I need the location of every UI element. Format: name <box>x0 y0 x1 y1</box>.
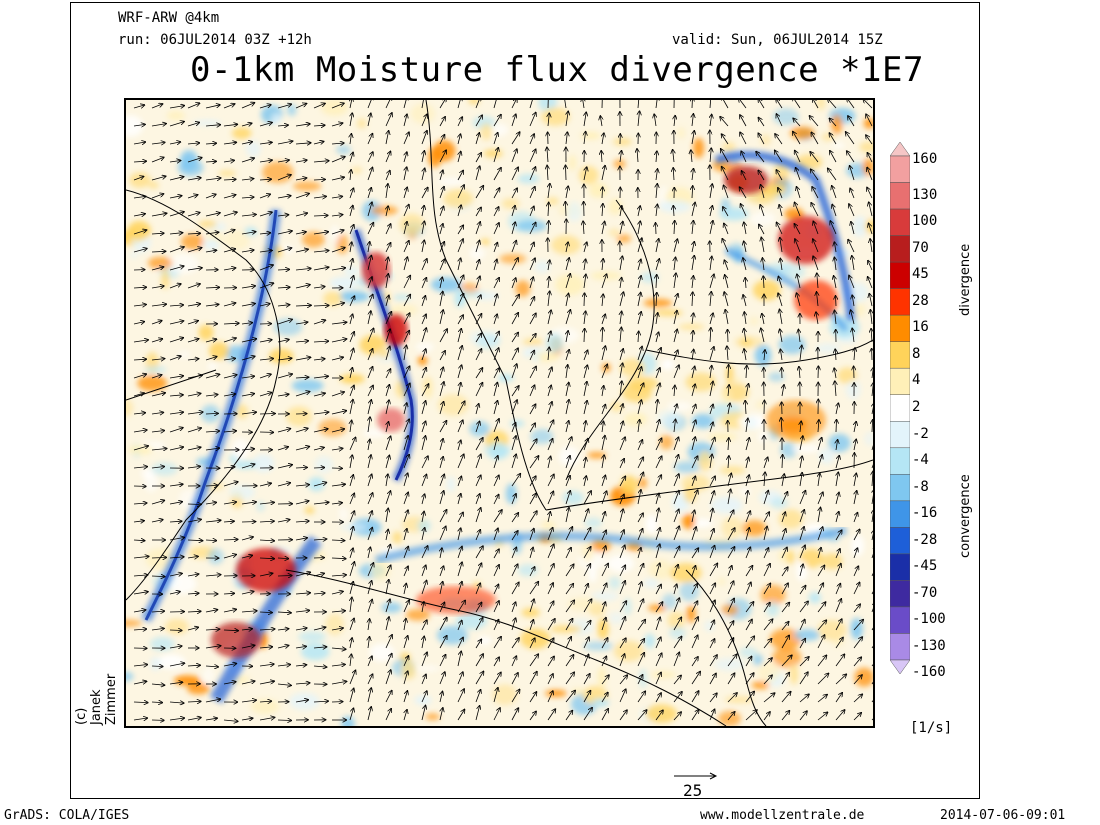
author-credit: (c) Janek Zimmer <box>70 593 119 733</box>
colorbar-level-label: 16 <box>912 319 929 336</box>
colorbar-level-label: 130 <box>912 186 938 203</box>
colorbar-swatch <box>890 447 910 475</box>
map-canvas <box>126 100 873 726</box>
divergence-label: divergence <box>958 243 973 316</box>
reference-vector-arrow <box>674 772 718 780</box>
colorbar-swatch <box>890 421 910 449</box>
colorbar-level-label: 8 <box>912 345 921 362</box>
site-url: www.modellzentrale.de <box>700 808 865 823</box>
colorbar-swatch <box>890 314 910 342</box>
grads-credit: GrADS: COLA/IGES <box>4 808 130 823</box>
map-title: 0-1km Moisture flux divergence *1E7 <box>190 50 924 90</box>
valid-time-label: valid: Sun, 06JUL2014 15Z <box>672 32 883 48</box>
colorbar-level-label: -2 <box>912 425 929 442</box>
colorbar-level-label: 100 <box>912 213 938 230</box>
colorbar-swatch <box>890 142 910 157</box>
colorbar-swatch <box>890 182 910 210</box>
colorbar-level-label: 45 <box>912 266 929 283</box>
colorbar-level-label: -28 <box>912 531 938 548</box>
colorbar-level-label: 160 <box>912 151 938 167</box>
colorbar-swatch <box>890 633 910 661</box>
colorbar-level-label: 2 <box>912 399 921 415</box>
reference-vector-value: 25 <box>683 781 703 800</box>
colorbar-swatch <box>890 288 910 316</box>
colorbar-swatch <box>890 235 910 263</box>
colorbar-swatch <box>890 474 910 502</box>
colorbar-level-label: 70 <box>912 239 929 256</box>
colorbar-level-label: -16 <box>912 505 938 522</box>
divergence-cells <box>211 166 838 658</box>
run-label: run: 06JUL2014 03Z +12h <box>118 32 312 48</box>
colorbar-swatch <box>890 527 910 555</box>
render-timestamp: 2014-07-06-09:01 <box>940 808 1066 823</box>
colorbar-swatch <box>890 553 910 581</box>
colorbar <box>890 142 910 674</box>
wind-vectors <box>133 100 873 721</box>
colorbar-swatch <box>890 367 910 395</box>
colorbar-level-label: -8 <box>912 478 929 495</box>
colorbar-level-label: -130 <box>912 637 946 654</box>
author-credit-text: (c) Janek Zimmer <box>74 673 119 725</box>
colorbar-level-label: -70 <box>912 584 938 601</box>
colorbar-swatch <box>890 394 910 422</box>
colorbar-level-label: 4 <box>912 372 921 389</box>
colorbar-level-label: -4 <box>912 452 929 469</box>
convergence-label: convergence <box>958 474 973 558</box>
colorbar-level-label: 28 <box>912 292 929 309</box>
colorbar-swatch <box>890 341 910 369</box>
colorbar-swatch <box>890 261 910 289</box>
model-label: WRF-ARW @4km <box>118 10 220 26</box>
plot-frame <box>70 2 980 799</box>
moisture-flux-map <box>124 98 875 728</box>
colorbar-level-label: -45 <box>912 558 938 575</box>
colorbar-swatch <box>890 580 910 608</box>
colorbar-swatch <box>890 659 910 674</box>
colorbar-swatch <box>890 500 910 528</box>
unit-label: [1/s] <box>910 720 953 736</box>
colorbar-swatch <box>890 606 910 634</box>
colorbar-level-label: -160 <box>912 664 946 681</box>
colorbar-level-label: -100 <box>912 611 946 628</box>
colorbar-swatch <box>890 208 910 236</box>
colorbar-swatch <box>890 155 910 183</box>
